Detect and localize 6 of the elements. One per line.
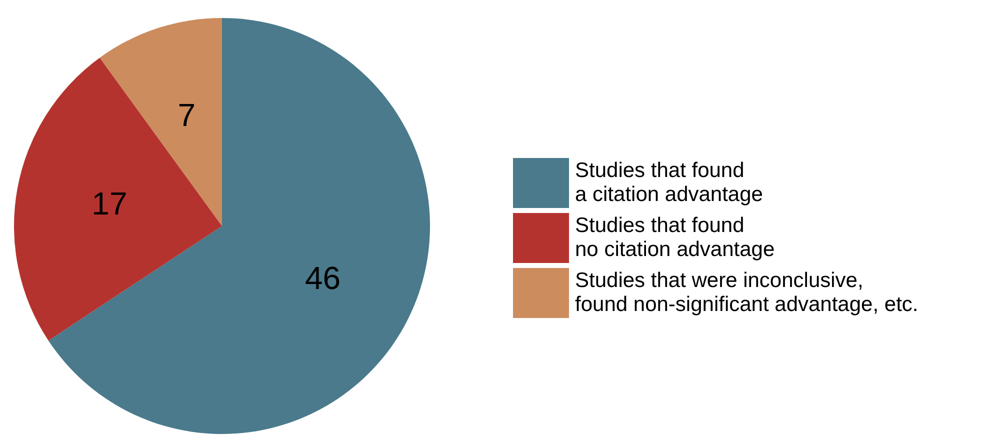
legend-label: Studies that found no citation advantage (575, 214, 775, 262)
legend-label: Studies that found a citation advantage (575, 159, 763, 207)
data-label: 7 (178, 97, 196, 134)
data-label: 17 (92, 185, 128, 222)
legend-label: Studies that were inconclusive, found non-significant advantage, etc. (575, 269, 918, 317)
data-label: 46 (304, 260, 341, 296)
